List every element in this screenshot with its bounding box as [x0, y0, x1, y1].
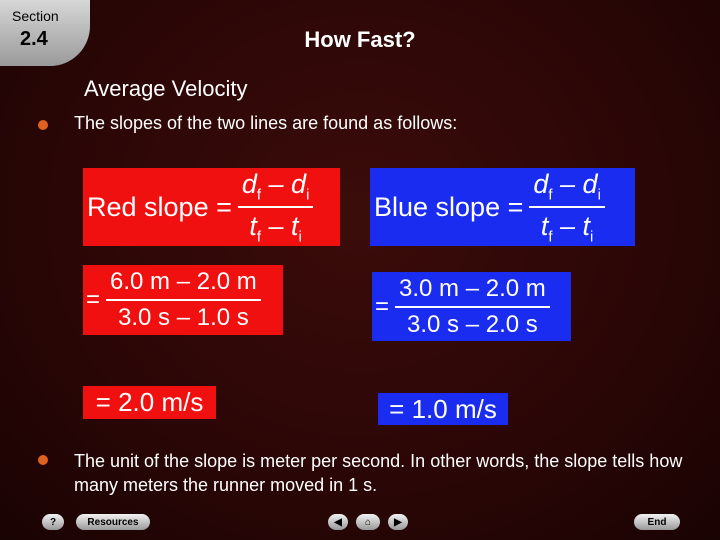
numerator: df – di [529, 169, 605, 208]
bullet-text: The unit of the slope is meter per secon… [74, 451, 683, 495]
subscript: i [306, 187, 310, 203]
subscript: f [548, 187, 553, 203]
section-number: 2.4 [20, 28, 48, 50]
bullet-dot [38, 120, 48, 130]
denominator: 3.0 s – 1.0 s [118, 304, 249, 331]
section-label: Section [12, 8, 59, 24]
numerator: 3.0 m – 2.0 m [395, 275, 550, 308]
substitution: = 3.0 m – 2.0 m 3.0 s – 2.0 s [372, 272, 571, 341]
subscript: i [298, 229, 302, 246]
end-button[interactable]: End [634, 514, 680, 530]
subscript: f [548, 229, 553, 246]
substitution: = 6.0 m – 2.0 m 3.0 s – 1.0 s [83, 265, 283, 335]
bullet-dot [38, 455, 48, 465]
variable: d [241, 168, 257, 199]
resources-button[interactable]: Resources [76, 514, 150, 530]
variable: d [533, 168, 549, 199]
subscript: i [597, 187, 601, 203]
numerator: 6.0 m – 2.0 m [106, 268, 261, 301]
variable: – d [261, 168, 307, 199]
result: = 2.0 m/s [83, 386, 216, 419]
subscript: i [590, 229, 594, 246]
next-button[interactable]: ▶ [388, 514, 408, 530]
denominator: tf – ti [537, 208, 597, 245]
denominator: 3.0 s – 2.0 s [407, 310, 538, 338]
slide-title: How Fast? [304, 27, 416, 52]
home-button[interactable]: ⌂ [356, 514, 380, 530]
subscript: f [256, 187, 262, 203]
section-tab: Section 2.4 [0, 0, 90, 66]
slope-formula: Red slope = df – di tf – ti [83, 168, 340, 246]
variable: – t [261, 211, 299, 241]
variable: – d [552, 168, 598, 199]
formula-lhs: Blue slope = [374, 191, 524, 222]
bullet-text: The slopes of the two lines are found as… [74, 113, 458, 133]
variable: – t [552, 211, 591, 241]
formula-lhs: Red slope = [87, 191, 232, 222]
slope-formula: Blue slope = df – di tf – ti [370, 168, 635, 246]
fraction: 6.0 m – 2.0 m 3.0 s – 1.0 s [106, 268, 261, 332]
equals: = [375, 292, 390, 320]
variable: t [249, 211, 257, 241]
fraction: 3.0 m – 2.0 m 3.0 s – 2.0 s [395, 275, 550, 339]
equals: = [86, 286, 101, 313]
numerator: df – di [237, 168, 314, 208]
fraction: df – di tf – ti [529, 169, 605, 245]
fraction: df – di tf – ti [237, 168, 314, 245]
heading: Average Velocity [84, 76, 248, 101]
prev-button[interactable]: ◀ [328, 514, 348, 530]
subscript: f [256, 229, 262, 246]
variable: t [540, 211, 549, 241]
result: = 1.0 m/s [378, 393, 508, 425]
denominator: tf – ti [245, 208, 305, 245]
help-button[interactable]: ? [42, 514, 64, 530]
